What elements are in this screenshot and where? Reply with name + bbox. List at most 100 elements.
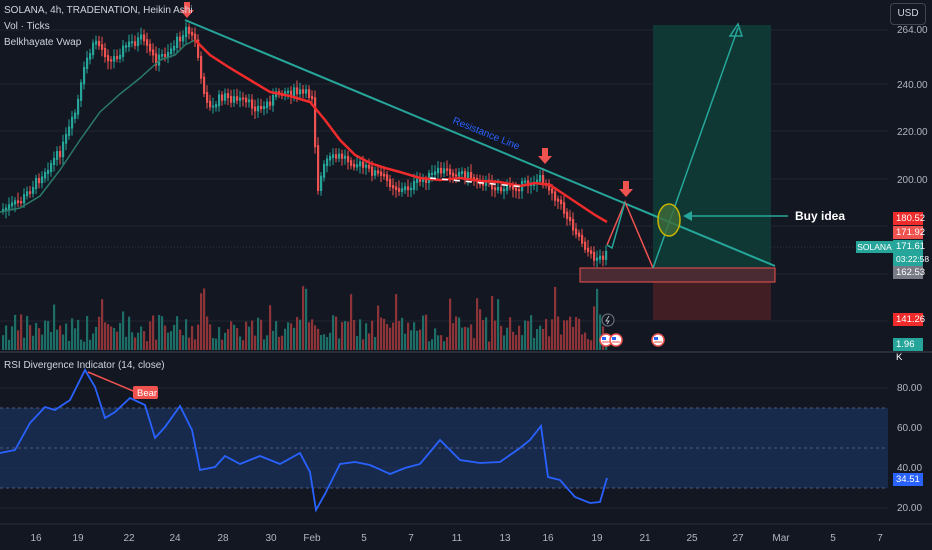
volume-bar — [191, 326, 194, 350]
candle-body — [29, 191, 32, 194]
candle-body — [257, 105, 260, 112]
candle-body — [221, 94, 224, 101]
time-tick: 21 — [639, 533, 651, 544]
candle-body — [134, 41, 137, 46]
candle-body — [368, 164, 371, 169]
candle-body — [212, 105, 215, 108]
candle-body — [317, 145, 320, 191]
volume-bar — [521, 335, 524, 350]
time-tick: 25 — [686, 533, 698, 544]
candle-body — [119, 54, 122, 60]
volume-bar — [185, 319, 188, 350]
volume-bar — [26, 316, 29, 350]
volume-bar — [491, 295, 494, 350]
volume-bar — [458, 317, 461, 350]
candle-body — [395, 186, 398, 191]
volume-bar — [38, 328, 41, 350]
candle-body — [491, 180, 494, 190]
candle-body — [266, 101, 269, 109]
candle-body — [125, 45, 128, 48]
candle-body — [197, 39, 200, 58]
us-flag-icon[interactable] — [651, 333, 665, 347]
volume-bar — [203, 288, 206, 350]
rsi-axis[interactable]: 80.00 60.00 40.00 20.00 — [888, 354, 932, 524]
candle-body — [32, 187, 35, 194]
buy-idea-ellipse[interactable] — [657, 203, 681, 237]
price-axis[interactable]: 264.00 240.00 220.00 200.00 — [888, 0, 932, 350]
candle-body — [401, 188, 404, 192]
candle-body — [131, 41, 134, 44]
time-tick: 28 — [217, 533, 229, 544]
volume-bar — [383, 318, 386, 350]
volume-bar — [470, 324, 473, 350]
volume-bar — [452, 323, 455, 350]
candle-body — [128, 41, 131, 48]
volume-bar — [197, 324, 200, 350]
candle-body — [422, 178, 425, 182]
candle-body — [332, 154, 335, 158]
time-axis[interactable]: 16 19 22 24 28 30 Feb 5 7 11 13 16 19 21 25 27 Mar 5 7 — [30, 533, 883, 544]
candle-body — [47, 169, 50, 174]
candle-body — [356, 164, 359, 168]
candle-body — [434, 171, 437, 175]
volume-bar — [530, 315, 533, 350]
candle-body — [575, 228, 578, 235]
volume-bar — [230, 321, 233, 350]
candle-body — [404, 186, 407, 191]
candle-body — [596, 257, 599, 261]
candle-body — [137, 37, 140, 46]
volume-bar — [368, 333, 371, 350]
candle-body — [416, 178, 419, 183]
volume-bar — [596, 288, 599, 350]
candle-body — [260, 105, 263, 110]
candle-body — [116, 56, 119, 60]
countdown-tag: 03:22:58 — [893, 253, 929, 266]
candle-body — [263, 106, 266, 110]
volume-bar — [29, 325, 32, 350]
resistance-line-label: Resistance Line — [451, 116, 521, 153]
volume-bar — [263, 339, 266, 350]
volume-bar — [506, 327, 509, 350]
symbol-title[interactable]: SOLANA, 4h, TRADENATION, Heikin Ashi — [4, 5, 193, 16]
time-tick: Feb — [303, 533, 321, 544]
volume-bar — [581, 334, 584, 350]
volume-bar — [599, 314, 602, 350]
candle-body — [335, 154, 338, 159]
us-flag-icon[interactable] — [609, 333, 623, 347]
volume-bar — [2, 335, 5, 350]
candle-body — [179, 36, 182, 42]
volume-bar — [449, 298, 452, 350]
volume-bar — [404, 333, 407, 350]
candle-body — [413, 180, 416, 190]
candle-body — [566, 211, 569, 219]
rsi-indicator-label[interactable]: RSI Divergence Indicator (14, close) — [4, 360, 165, 371]
volume-bar — [566, 320, 569, 350]
candle-body — [92, 42, 95, 56]
svg-text:Bear: Bear — [137, 388, 157, 399]
volume-bar — [209, 324, 212, 350]
volume-bar — [434, 328, 437, 350]
time-tick: 7 — [408, 533, 414, 544]
candle-body — [494, 187, 497, 191]
vwap-indicator-label[interactable]: Belkhayate Vwap — [4, 37, 82, 48]
candle-body — [497, 186, 500, 191]
currency-button[interactable]: USD — [890, 3, 926, 25]
volume-bar — [251, 320, 254, 350]
volume-bar — [431, 339, 434, 350]
volume-bar — [23, 337, 26, 350]
volume-bar — [536, 328, 539, 350]
lightning-icon[interactable] — [601, 313, 615, 327]
candle-body — [14, 200, 17, 205]
volume-bar — [494, 320, 497, 350]
volume-bar — [401, 317, 404, 350]
candle-body — [557, 198, 560, 202]
candle-body — [203, 76, 206, 94]
volume-indicator-label[interactable]: Vol · Ticks — [4, 21, 50, 32]
volume-bar — [14, 314, 17, 350]
volume-bar — [149, 321, 152, 350]
volume-bar — [578, 318, 581, 350]
candle-body — [152, 49, 155, 56]
volume-bar — [260, 319, 263, 350]
volume-bar — [365, 323, 368, 350]
